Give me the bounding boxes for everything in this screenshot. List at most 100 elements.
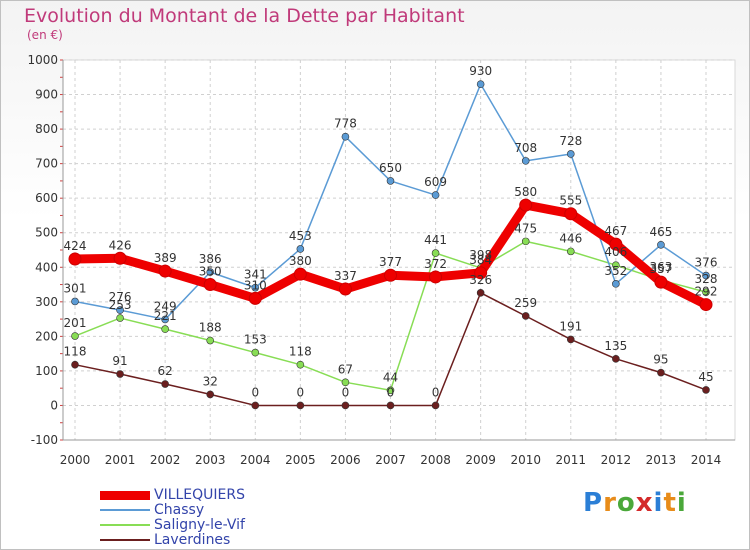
data-label: 475: [514, 221, 537, 235]
x-tick-label: 2014: [691, 453, 722, 467]
chart-title: Evolution du Montant de la Dette par Hab…: [24, 5, 465, 27]
data-label: 188: [199, 321, 222, 335]
data-point: [474, 266, 488, 280]
data-point: [161, 380, 169, 388]
data-label: 191: [559, 319, 582, 333]
data-label: 44: [383, 370, 398, 384]
data-label: 446: [559, 231, 582, 245]
data-point: [431, 191, 440, 199]
y-tick-label: -100: [31, 433, 58, 447]
x-tick-label: 2001: [105, 453, 136, 467]
data-label: 253: [109, 298, 132, 312]
data-label: 426: [109, 238, 132, 252]
data-label: 363: [649, 260, 672, 274]
data-point: [161, 325, 169, 333]
data-point: [612, 355, 620, 363]
x-tick-label: 2011: [556, 453, 587, 467]
data-point: [116, 370, 124, 378]
y-tick-label: 500: [35, 226, 58, 240]
data-label: 389: [154, 251, 177, 265]
legend-item: Laverdines: [100, 532, 230, 548]
data-point: [429, 270, 443, 284]
data-label: 441: [424, 233, 447, 247]
x-tick-label: 2005: [285, 453, 316, 467]
data-point: [341, 378, 350, 387]
legend-label: Laverdines: [154, 532, 231, 548]
legend-label: VILLEQUIERS: [154, 487, 246, 503]
data-point: [251, 401, 260, 410]
data-label: 95: [653, 353, 668, 367]
x-tick-label: 2010: [510, 453, 541, 467]
data-point: [203, 278, 217, 292]
data-point: [521, 157, 530, 165]
data-point: [341, 401, 350, 410]
data-point: [699, 298, 713, 312]
data-label: 0: [432, 385, 440, 399]
proxiti-logo: Proxiti: [583, 488, 687, 518]
data-point: [71, 332, 79, 340]
data-label: 465: [649, 225, 672, 239]
data-label: 45: [698, 370, 713, 384]
data-label: 0: [387, 385, 395, 399]
y-tick-label: 600: [35, 191, 58, 205]
data-point: [657, 241, 665, 249]
data-label: 376: [695, 256, 718, 270]
data-label: 259: [514, 296, 537, 310]
data-point: [612, 261, 620, 270]
data-point: [521, 312, 530, 320]
data-label: 62: [158, 364, 173, 378]
data-label: 555: [559, 194, 582, 208]
data-label: 930: [469, 64, 492, 78]
y-tick-label: 100: [35, 364, 58, 378]
data-label: 372: [424, 257, 447, 271]
data-label: 424: [64, 239, 87, 253]
data-point: [251, 283, 260, 292]
legend-item: Saligny-le-Vif: [100, 517, 245, 533]
data-point: [612, 280, 620, 288]
data-label: 357: [649, 262, 672, 276]
data-point: [296, 245, 305, 253]
data-label: 708: [514, 141, 537, 155]
data-point: [702, 386, 710, 394]
data-point: [386, 401, 395, 410]
logo-letter: o: [616, 488, 636, 518]
data-point: [386, 386, 395, 395]
data-point: [609, 237, 623, 251]
data-label: 337: [334, 269, 357, 283]
data-point: [161, 315, 169, 324]
y-tick-label: 300: [35, 295, 58, 309]
logo-letter: r: [603, 488, 617, 518]
x-tick-label: 2002: [150, 453, 181, 467]
logo-letter: i: [653, 488, 664, 518]
x-tick-label: 2003: [195, 453, 226, 467]
data-label: 728: [559, 134, 582, 148]
data-label: 386: [199, 252, 222, 266]
data-label: 580: [514, 185, 537, 199]
data-label: 326: [469, 273, 492, 287]
data-label: 341: [244, 268, 267, 282]
data-point: [654, 275, 668, 289]
legend-swatch: [100, 509, 150, 511]
data-point: [206, 268, 215, 276]
data-label: 153: [244, 333, 267, 347]
x-tick-label: 2004: [240, 453, 271, 467]
x-tick-label: 2013: [646, 453, 677, 467]
x-tick-label: 2009: [465, 453, 496, 467]
data-label: 352: [604, 264, 627, 278]
data-point: [566, 150, 575, 158]
data-point: [521, 237, 530, 246]
data-point: [476, 80, 485, 88]
data-label: 380: [289, 254, 312, 268]
data-point: [431, 249, 440, 257]
y-tick-label: 200: [35, 329, 58, 343]
data-label: 67: [338, 362, 353, 376]
data-label: 0: [251, 385, 259, 399]
legend-label: Saligny-le-Vif: [154, 517, 245, 533]
data-label: 0: [297, 385, 305, 399]
data-point: [158, 264, 172, 278]
data-point: [71, 360, 79, 369]
legend-label: Chassy: [154, 502, 205, 518]
data-label: 650: [379, 161, 402, 175]
data-point: [296, 360, 305, 369]
